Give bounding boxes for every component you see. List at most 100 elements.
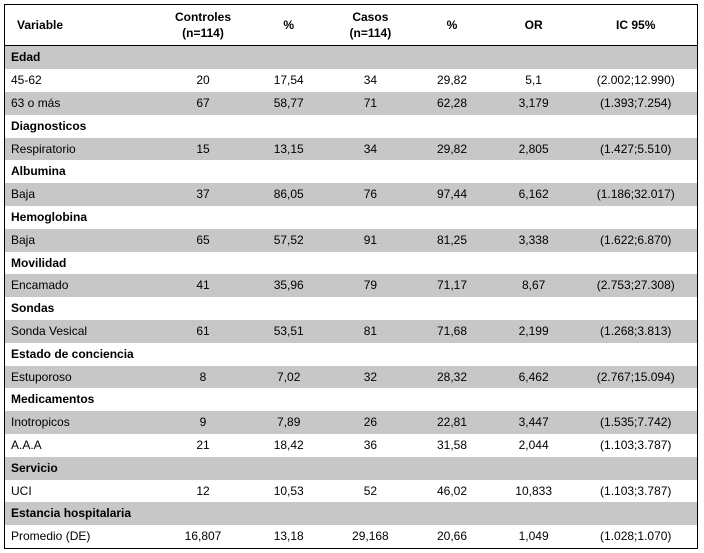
cell-casos: 34: [330, 69, 412, 92]
cell-pct-caso: 20,66: [411, 525, 493, 548]
section-label: Estado de conciencia: [5, 343, 697, 366]
cell-ic: (1.103;3.787): [574, 434, 697, 457]
cell-pct-ctrl: 10,53: [248, 480, 330, 503]
row-label: Encamado: [5, 274, 158, 297]
cell-or: 3,338: [493, 229, 575, 252]
cell-pct-ctrl: 18,42: [248, 434, 330, 457]
cell-or: 3,179: [493, 92, 575, 115]
table-row: 63 o más6758,777162,283,179(1.393;7.254): [5, 92, 697, 115]
cell-or: 6,462: [493, 366, 575, 389]
section-row: Edad: [5, 46, 697, 69]
cell-pct-caso: 22,81: [411, 411, 493, 434]
cell-pct-caso: 29,82: [411, 138, 493, 161]
cell-pct-caso: 71,17: [411, 274, 493, 297]
section-label: Diagnosticos: [5, 115, 697, 138]
col-variable: Variable: [5, 5, 158, 46]
cell-pct-ctrl: 57,52: [248, 229, 330, 252]
row-label: UCI: [5, 480, 158, 503]
row-label: Sonda Vesical: [5, 320, 158, 343]
col-controles: Controles (n=114): [158, 5, 248, 46]
section-label: Hemoglobina: [5, 206, 697, 229]
cell-pct-ctrl: 13,18: [248, 525, 330, 548]
cell-pct-caso: 62,28: [411, 92, 493, 115]
cell-controles: 12: [158, 480, 248, 503]
cell-pct-caso: 97,44: [411, 183, 493, 206]
row-label: Baja: [5, 183, 158, 206]
cell-ic: (2.767;15.094): [574, 366, 697, 389]
cell-pct-ctrl: 86,05: [248, 183, 330, 206]
stats-table: Variable Controles (n=114) % Casos (n=11…: [5, 5, 697, 548]
table-row: A.A.A2118,423631,582,044(1.103;3.787): [5, 434, 697, 457]
cell-ic: (1.028;1.070): [574, 525, 697, 548]
cell-ic: (1.393;7.254): [574, 92, 697, 115]
section-row: Albumina: [5, 160, 697, 183]
cell-casos: 79: [330, 274, 412, 297]
cell-ic: (1.268;3.813): [574, 320, 697, 343]
cell-ic: (2.002;12.990): [574, 69, 697, 92]
cell-pct-ctrl: 7,89: [248, 411, 330, 434]
cell-or: 2,805: [493, 138, 575, 161]
section-row: Hemoglobina: [5, 206, 697, 229]
section-label: Sondas: [5, 297, 697, 320]
cell-controles: 9: [158, 411, 248, 434]
table-row: Encamado4135,967971,178,67(2.753;27.308): [5, 274, 697, 297]
col-casos: Casos (n=114): [330, 5, 412, 46]
cell-pct-ctrl: 58,77: [248, 92, 330, 115]
table-row: 45-622017,543429,825,1(2.002;12.990): [5, 69, 697, 92]
row-label: 63 o más: [5, 92, 158, 115]
cell-controles: 20: [158, 69, 248, 92]
section-label: Medicamentos: [5, 388, 697, 411]
table-row: Promedio (DE)16,80713,1829,16820,661,049…: [5, 525, 697, 548]
cell-or: 1,049: [493, 525, 575, 548]
cell-controles: 8: [158, 366, 248, 389]
row-label: Promedio (DE): [5, 525, 158, 548]
section-label: Movilidad: [5, 252, 697, 275]
cell-ic: (1.622;6.870): [574, 229, 697, 252]
col-pct-controles: %: [248, 5, 330, 46]
row-label: 45-62: [5, 69, 158, 92]
cell-casos: 71: [330, 92, 412, 115]
table-row: Inotropicos97,892622,813,447(1.535;7.742…: [5, 411, 697, 434]
cell-pct-caso: 29,82: [411, 69, 493, 92]
cell-casos: 26: [330, 411, 412, 434]
section-label: Servicio: [5, 457, 697, 480]
section-row: Sondas: [5, 297, 697, 320]
cell-ic: (1.103;3.787): [574, 480, 697, 503]
section-row: Diagnosticos: [5, 115, 697, 138]
cell-casos: 52: [330, 480, 412, 503]
col-ic95: IC 95%: [574, 5, 697, 46]
cell-or: 2,044: [493, 434, 575, 457]
cell-pct-caso: 31,58: [411, 434, 493, 457]
table-row: Estuporoso87,023228,326,462(2.767;15.094…: [5, 366, 697, 389]
cell-controles: 67: [158, 92, 248, 115]
cell-or: 3,447: [493, 411, 575, 434]
section-row: Movilidad: [5, 252, 697, 275]
row-label: Estuporoso: [5, 366, 158, 389]
cell-pct-caso: 81,25: [411, 229, 493, 252]
section-row: Estancia hospitalaria: [5, 502, 697, 525]
table-row: UCI1210,535246,0210,833(1.103;3.787): [5, 480, 697, 503]
cell-ic: (2.753;27.308): [574, 274, 697, 297]
row-label: Inotropicos: [5, 411, 158, 434]
cell-controles: 61: [158, 320, 248, 343]
row-label: Baja: [5, 229, 158, 252]
cell-ic: (1.427;5.510): [574, 138, 697, 161]
cell-controles: 41: [158, 274, 248, 297]
cell-or: 6,162: [493, 183, 575, 206]
cell-ic: (1.186;32.017): [574, 183, 697, 206]
cell-controles: 37: [158, 183, 248, 206]
cell-pct-ctrl: 7,02: [248, 366, 330, 389]
table-row: Sonda Vesical6153,518171,682,199(1.268;3…: [5, 320, 697, 343]
table-row: Respiratorio1513,153429,822,805(1.427;5.…: [5, 138, 697, 161]
cell-or: 2,199: [493, 320, 575, 343]
col-pct-casos: %: [411, 5, 493, 46]
cell-pct-caso: 46,02: [411, 480, 493, 503]
cell-casos: 91: [330, 229, 412, 252]
cell-casos: 36: [330, 434, 412, 457]
cell-pct-ctrl: 17,54: [248, 69, 330, 92]
section-label: Edad: [5, 46, 697, 69]
section-row: Medicamentos: [5, 388, 697, 411]
cell-controles: 15: [158, 138, 248, 161]
cell-pct-caso: 71,68: [411, 320, 493, 343]
cell-casos: 76: [330, 183, 412, 206]
